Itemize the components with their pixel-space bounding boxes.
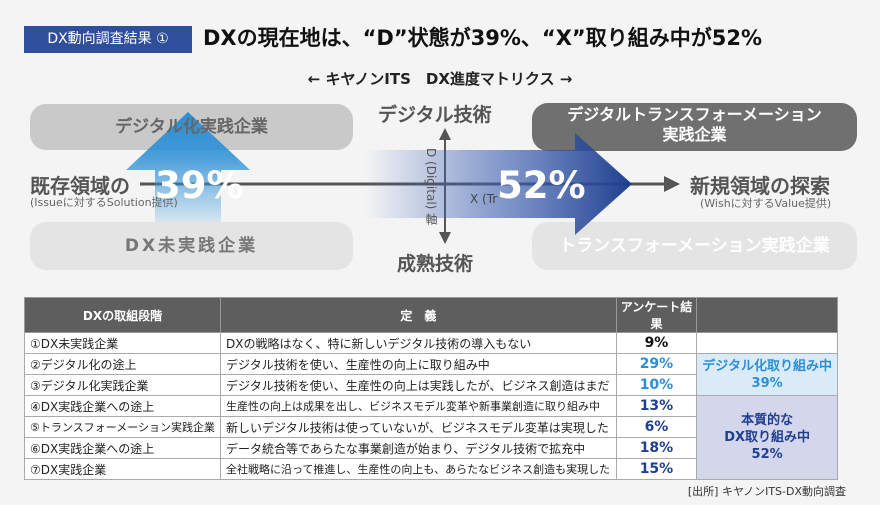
group-digital-percent: 39% bbox=[751, 375, 783, 391]
result-cell: 29% bbox=[615, 353, 698, 375]
axis-left-sub: (Issueに対するSolution提供) bbox=[30, 196, 178, 209]
table-row: ⑤トランスフォーメーション実践企業 新しいデジタル技術は使っていないが、ビジネス… bbox=[24, 416, 838, 438]
result-cell: 13% bbox=[615, 395, 698, 417]
headline: DXの現在地は、“D”状態が39%、“X”取り組み中が52% bbox=[203, 26, 762, 50]
quadrant-top-right-label: デジタルトランスフォーメーション 実践企業 bbox=[567, 105, 822, 144]
axis-horizontal-label: X (Tr bbox=[470, 192, 498, 206]
dx-stage-table: DXの取組段階 定 義 アンケート結果 ①DX未実践企業 DXの戦略はなく、特に… bbox=[24, 297, 838, 480]
stage-cell: ②デジタル化の途上 bbox=[24, 353, 221, 375]
quadrant-bottom-left-label: DX未実践企業 bbox=[124, 236, 259, 256]
definition-cell: データ統合等であらたな事業創造が始まり、デジタル技術で拡充中 bbox=[219, 437, 617, 459]
stage-cell: ④DX実践企業への途上 bbox=[24, 395, 221, 417]
quadrant-bottom-right-bg bbox=[532, 222, 857, 270]
result-cell: 10% bbox=[615, 374, 698, 396]
definition-cell: 生産性の向上は成果を出し、ビジネスモデル変革や新事業創造に取り組み中 bbox=[219, 395, 617, 417]
section-tag: DX動向調査結果 ① bbox=[24, 26, 192, 53]
right-arrow-icon: → bbox=[559, 70, 573, 88]
y-axis-arrowhead-down bbox=[439, 232, 451, 244]
group-digital-cell: デジタル化取り組み中 39% bbox=[696, 353, 838, 396]
x-percent: 52% bbox=[497, 164, 586, 207]
dx-matrix-diagram bbox=[30, 103, 857, 270]
definition-cell: 新しいデジタル技術は使っていないが、ビジネスモデル変革は実現した bbox=[219, 416, 617, 438]
axis-right-sub: (Wishに対するValue提供) bbox=[700, 197, 832, 210]
result-cell: 15% bbox=[615, 458, 698, 480]
group-empty-cell bbox=[696, 332, 838, 354]
axis-right-label: 新規領域の探索 bbox=[690, 174, 830, 198]
table-row: ④DX実践企業への途上 生産性の向上は成果を出し、ビジネスモデル変革や新事業創造… bbox=[24, 395, 838, 480]
d-percent: 39% bbox=[155, 164, 244, 207]
table-row: ②デジタル化の途上 デジタル技術を使い、生産性の向上に取り組み中 29% デジタ… bbox=[24, 353, 838, 396]
matrix-title: ← キヤノンITS DX進度マトリクス → bbox=[0, 68, 880, 89]
header-result: アンケート結果 bbox=[615, 297, 698, 333]
table-header-row: DXの取組段階 定 義 アンケート結果 bbox=[24, 297, 838, 333]
table-row: ⑦DX実践企業 全社戦略に沿って推進し、生産性の向上も、あらたなビジネス創造も実… bbox=[24, 458, 838, 480]
header-group bbox=[696, 297, 838, 333]
table-row: ③デジタル化実践企業 デジタル技術を使い、生産性の向上は実践したが、ビジネス創造… bbox=[24, 374, 838, 396]
quadrant-bottom-right-label: トランスフォーメーション実践企業 bbox=[559, 236, 830, 256]
definition-cell: デジタル技術を使い、生産性の向上に取り組み中 bbox=[219, 353, 617, 375]
axis-top-label: デジタル技術 bbox=[378, 104, 492, 126]
axis-left-label: 既存領域の bbox=[30, 174, 130, 198]
d-progress-arrow bbox=[126, 112, 250, 222]
quadrant-bottom-left-bg bbox=[30, 222, 353, 270]
axis-bottom-label: 成熟技術 bbox=[397, 253, 474, 275]
left-arrow-icon: ← bbox=[307, 70, 321, 88]
source-note: [出所] キヤノンITS-DX動向調査 bbox=[687, 485, 846, 498]
definition-cell: 全社戦略に沿って推進し、生産性の向上も、あらたなビジネス創造も実現した bbox=[219, 458, 617, 480]
group-dx-cell: 本質的な DX取り組み中 52% bbox=[696, 395, 838, 480]
x-progress-arrow bbox=[365, 133, 632, 235]
result-cell: 9% bbox=[615, 332, 698, 354]
axis-vertical-label: D (Digital) 軸 bbox=[424, 148, 438, 226]
y-axis-arrowhead-up bbox=[439, 128, 451, 140]
table-row: ①DX未実践企業 DXの戦略はなく、特に新しいデジタル技術の導入もない 9% bbox=[24, 332, 838, 354]
group-dx-percent: 52% bbox=[751, 447, 783, 462]
stage-cell: ⑦DX実践企業 bbox=[24, 458, 221, 480]
header-definition: 定 義 bbox=[219, 297, 617, 333]
result-cell: 6% bbox=[615, 416, 698, 438]
stage-cell: ⑥DX実践企業への途上 bbox=[24, 437, 221, 459]
stage-cell: ⑤トランスフォーメーション実践企業 bbox=[24, 416, 221, 438]
matrix-title-text: キヤノンITS DX進度マトリクス bbox=[325, 70, 555, 88]
definition-cell: デジタル技術を使い、生産性の向上は実践したが、ビジネス創造はまだ bbox=[219, 374, 617, 396]
group-dx-label-1: 本質的な bbox=[741, 413, 794, 428]
quadrant-top-left-label: デジタル化実践企業 bbox=[115, 117, 268, 137]
header-stage: DXの取組段階 bbox=[24, 297, 221, 333]
group-digital-label: デジタル化取り組み中 bbox=[702, 358, 832, 374]
table-row: ⑥DX実践企業への途上 データ統合等であらたな事業創造が始まり、デジタル技術で拡… bbox=[24, 437, 838, 459]
result-cell: 18% bbox=[615, 437, 698, 459]
group-dx-label-2: DX取り組み中 bbox=[724, 430, 811, 445]
definition-cell: DXの戦略はなく、特に新しいデジタル技術の導入もない bbox=[219, 332, 617, 354]
stage-cell: ①DX未実践企業 bbox=[24, 332, 221, 354]
stage-cell: ③デジタル化実践企業 bbox=[24, 374, 221, 396]
x-axis-arrowhead bbox=[664, 176, 680, 192]
quadrant-top-right-bg bbox=[532, 103, 857, 151]
